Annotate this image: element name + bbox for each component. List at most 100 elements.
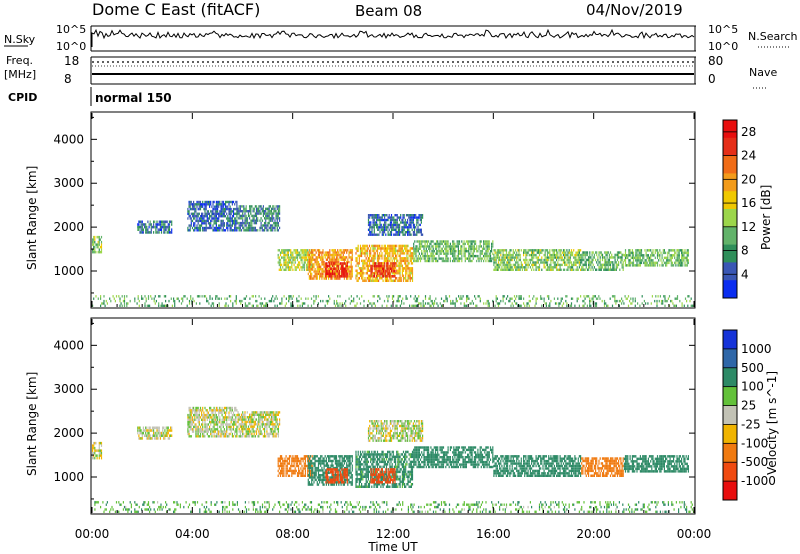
power-echo-cell <box>199 302 201 305</box>
power-echo-cell <box>260 217 262 220</box>
power-echo-cell <box>279 219 281 222</box>
power-echo-cell <box>556 256 558 259</box>
power-echo-cell <box>373 249 375 253</box>
velocity-echo-cell <box>197 421 199 424</box>
power-echo-cell <box>231 222 233 225</box>
power-echo-cell <box>639 259 641 262</box>
power-echo-cell <box>341 302 343 305</box>
power-echo-cell <box>337 277 339 280</box>
velocity-echo-cell <box>191 409 194 412</box>
power-echo-cell <box>204 226 206 230</box>
power-echo-cell <box>357 272 359 275</box>
power-echo-cell <box>303 251 305 254</box>
power-echo-cell <box>235 217 237 220</box>
power-echo-cell <box>618 304 620 307</box>
power-echo-cell <box>380 269 382 273</box>
power-echo-cell <box>651 259 653 262</box>
power-echo-cell <box>253 214 255 218</box>
power-echo-cell <box>307 253 309 257</box>
power-echo-cell <box>409 214 411 217</box>
power-echo-cell <box>328 264 330 268</box>
power-echo-cell <box>252 295 254 298</box>
power-echo-cell <box>515 268 517 271</box>
power-echo-cell <box>609 268 612 271</box>
power-echo-cell <box>150 295 152 298</box>
power-echo-cell <box>607 258 609 262</box>
power-echo-cell <box>542 249 544 252</box>
power-echo-cell <box>164 228 166 231</box>
power-echo-cell <box>517 256 519 259</box>
power-echo-cell <box>206 297 208 300</box>
power-echo-cell <box>402 244 405 248</box>
power-echo-cell <box>589 251 591 254</box>
power-echo-cell <box>394 221 396 224</box>
power-echo-cell <box>673 249 675 252</box>
power-echo-cell <box>525 258 527 262</box>
power-echo-cell <box>269 229 271 232</box>
power-echo-cell <box>338 277 340 280</box>
power-echo-cell <box>221 215 223 218</box>
power-echo-cell <box>484 252 486 255</box>
power-echo-cell <box>311 272 313 276</box>
power-echo-cell <box>305 251 308 254</box>
power-echo-cell <box>634 299 636 303</box>
power-echo-cell <box>479 252 481 255</box>
power-echo-cell <box>472 252 474 255</box>
power-echo-cell <box>326 253 329 257</box>
power-echo-cell <box>403 226 405 229</box>
power-echo-cell <box>334 262 336 265</box>
power-echo-cell <box>673 264 675 267</box>
power-echo-cell <box>193 229 195 232</box>
power-echo-cell <box>339 267 342 270</box>
power-echo-cell <box>371 228 373 231</box>
power-echo-cell <box>281 249 283 252</box>
power-echo-cell <box>272 295 274 298</box>
power-echo-cell <box>348 253 350 257</box>
power-echo-cell <box>313 275 315 278</box>
power-echo-cell <box>461 250 463 253</box>
power-echo-cell <box>621 256 623 259</box>
power-echo-cell <box>421 250 423 253</box>
power-echo-cell <box>394 223 396 227</box>
power-echo-cell <box>686 299 688 303</box>
power-echo-cell <box>609 256 612 259</box>
power-echo-cell <box>147 297 150 300</box>
power-echo-cell <box>206 226 208 230</box>
power-echo-cell <box>129 299 131 303</box>
power-echo-cell <box>668 295 671 298</box>
velocity-echo-cell <box>209 425 211 429</box>
velocity-echo-cell <box>202 425 204 429</box>
power-echo-cell <box>570 297 573 300</box>
power-echo-cell <box>684 297 687 300</box>
power-echo-cell <box>424 254 426 258</box>
power-echo-cell <box>439 242 441 246</box>
power-echo-cell <box>381 277 383 280</box>
power-echo-cell <box>453 302 455 305</box>
power-echo-cell <box>520 266 522 269</box>
power-echo-cell <box>409 233 411 236</box>
power-echo-cell <box>404 233 406 236</box>
power-echo-cell <box>584 297 586 300</box>
power-echo-cell <box>387 216 389 219</box>
power-echo-cell <box>348 297 350 300</box>
power-echo-cell <box>250 219 252 222</box>
power-echo-cell <box>676 254 678 257</box>
power-echo-cell <box>279 210 281 213</box>
power-echo-cell <box>190 297 192 300</box>
power-echo-cell <box>370 223 372 227</box>
power-echo-cell <box>377 214 379 217</box>
power-echo-cell <box>378 274 380 277</box>
velocity-echo-cell <box>138 429 140 432</box>
power-echo-cell <box>396 269 398 272</box>
power-echo-cell <box>335 258 338 261</box>
power-echo-cell <box>397 264 399 268</box>
power-echo-cell <box>512 304 514 307</box>
power-echo-cell <box>518 304 520 307</box>
power-echo-cell <box>600 253 602 257</box>
power-echo-cell <box>373 231 375 234</box>
power-echo-cell <box>412 223 414 227</box>
velocity-echo-region <box>137 426 173 440</box>
power-echo-cell <box>457 245 459 248</box>
power-echo-cell <box>379 223 381 227</box>
power-echo-cell <box>667 254 669 257</box>
